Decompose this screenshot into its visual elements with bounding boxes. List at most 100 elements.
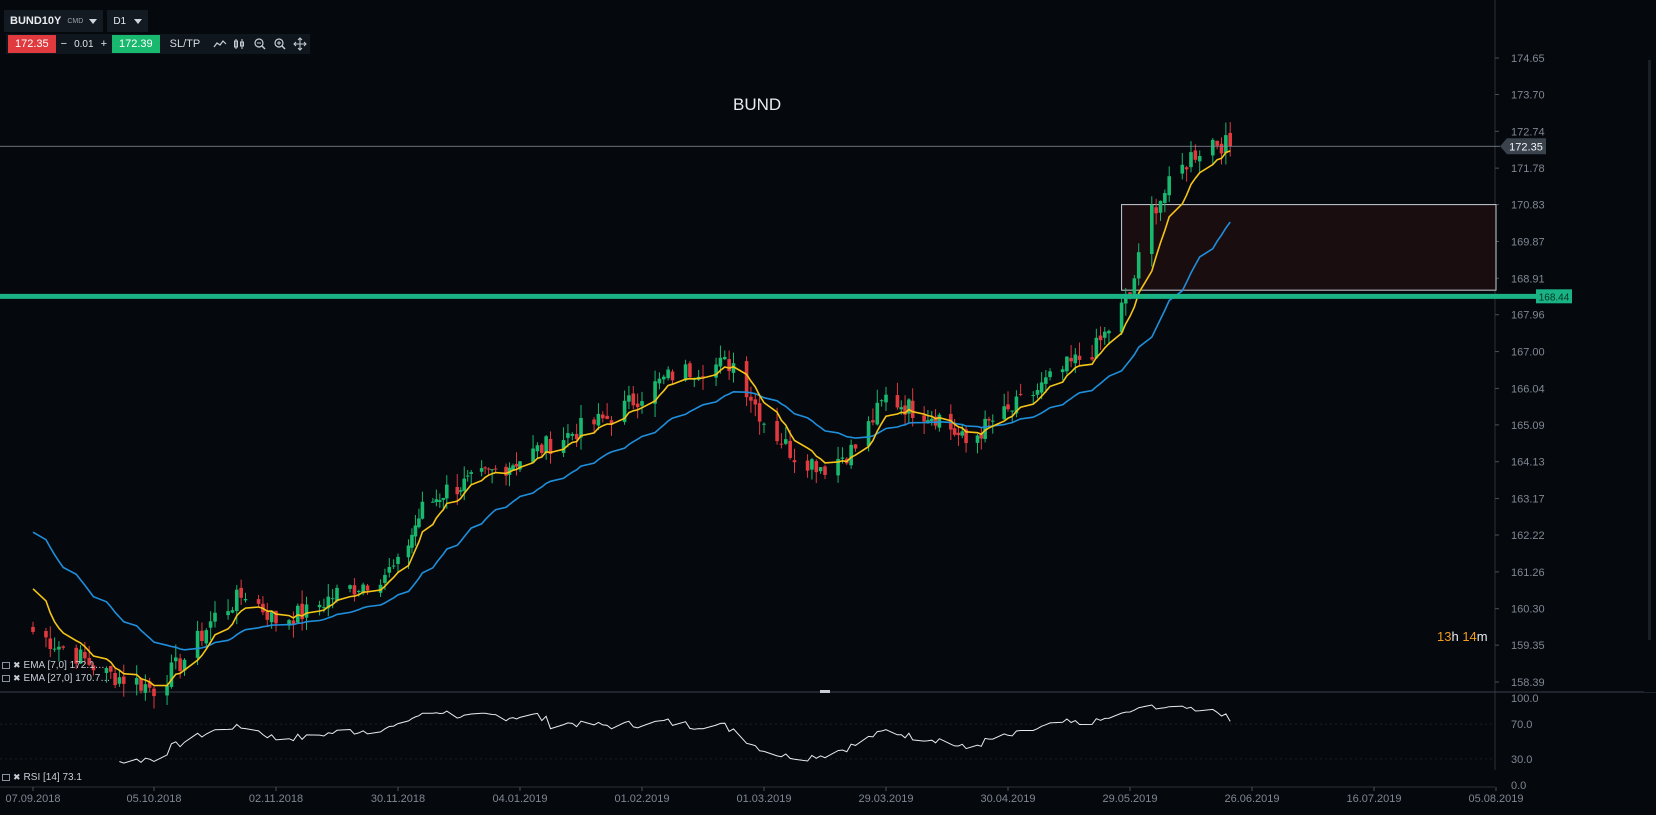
price-tick-label: 171.78 — [1511, 163, 1545, 175]
candle-body-up — [762, 423, 766, 425]
candle-body-up — [884, 394, 888, 403]
candle-body-up — [975, 435, 980, 443]
candle-body-up — [213, 612, 217, 622]
rsi-axis-label: 70.0 — [1511, 719, 1532, 731]
candle-body-down — [365, 585, 370, 591]
rsi-legend[interactable]: ✖ RSI [14] 73.1 — [2, 772, 82, 783]
candle-body-up — [960, 431, 965, 436]
candle-body-up — [544, 436, 548, 454]
candle-body-down — [753, 399, 758, 405]
zoom-in-icon[interactable] — [270, 35, 290, 53]
candle-body-down — [1069, 357, 1073, 362]
close-icon[interactable]: ✖ — [13, 772, 21, 782]
crosshair-move-icon[interactable] — [290, 35, 310, 53]
candle-body-down — [605, 415, 609, 420]
time-tick-label: 16.07.2019 — [1346, 793, 1401, 805]
zoom-out-icon[interactable] — [250, 35, 270, 53]
candle-body-down — [592, 419, 596, 425]
ema-slow-legend[interactable]: ✖ EMA [27,0] 170.7… — [2, 673, 110, 684]
time-axis[interactable]: 07.09.2018 05.10.2018 02.11.2018 30.11.2018… — [5, 787, 1524, 805]
price-tick-label: 173.70 — [1511, 89, 1545, 101]
symbol-selector[interactable]: BUND10Y CMD — [4, 10, 104, 32]
candle-body-down — [1154, 207, 1158, 214]
settings-icon[interactable] — [2, 774, 10, 781]
candle-body-up — [465, 475, 470, 477]
candle-body-up — [1035, 390, 1040, 395]
sltp-button[interactable]: SL/TP — [169, 38, 201, 50]
candle-body-down — [1228, 132, 1233, 147]
candle-body-up — [230, 610, 235, 613]
candle-body-down — [670, 371, 675, 381]
candle-body-down — [1219, 143, 1224, 154]
price-axis[interactable]: 174.65 173.70 172.74 171.78 170.83 169.87 168.… — [1495, 53, 1545, 689]
candle-body-up — [1010, 410, 1015, 412]
candles-icon[interactable] — [230, 35, 250, 53]
ema-fast-legend-label: EMA [7,0] 172.1… — [23, 660, 105, 671]
rsi-axis-label: 100.0 — [1511, 693, 1539, 705]
candle-body-up — [143, 684, 148, 693]
candle-body-up — [683, 364, 688, 381]
candle-body-down — [635, 403, 640, 408]
candle-body-up — [718, 357, 723, 367]
candle-body-up — [335, 587, 339, 601]
quantity-field[interactable]: 0.01 — [74, 38, 94, 50]
rsi-layer: 100.0 70.0 30.0 0.0 — [0, 693, 1539, 792]
candle-body-up — [182, 659, 187, 671]
time-tick-label: 29.05.2019 — [1102, 793, 1157, 805]
price-tick-label: 159.35 — [1511, 640, 1545, 652]
candle-body-down — [1215, 140, 1219, 146]
candle-body-up — [622, 400, 627, 422]
line-chart-icon[interactable] — [210, 35, 230, 53]
candle-body-up — [413, 525, 418, 537]
candle-body-up — [535, 445, 540, 452]
ema-layer — [32, 150, 1231, 687]
increase-quantity-button[interactable]: + — [100, 38, 107, 50]
candle-body-up — [479, 468, 484, 472]
candle-body-up — [1224, 135, 1228, 154]
decrease-quantity-button[interactable]: − — [60, 38, 68, 50]
candle-body-up — [378, 584, 383, 593]
candle-body-up — [1180, 164, 1185, 174]
buy-button[interactable]: 172.39 — [112, 35, 160, 53]
candle-body-down — [805, 460, 810, 471]
candle-body-up — [322, 607, 326, 609]
candle-body-down — [1128, 292, 1132, 294]
settings-icon[interactable] — [2, 675, 10, 682]
candle-body-up — [431, 501, 435, 503]
close-icon[interactable]: ✖ — [13, 660, 21, 670]
chevron-down-icon — [134, 18, 143, 24]
candle-body-down — [744, 361, 749, 398]
candle-body-up — [169, 662, 174, 687]
pane-resize-handle[interactable] — [820, 690, 830, 693]
supply-demand-zone — [1121, 204, 1497, 291]
candle-body-up — [490, 469, 494, 471]
ema-fast-legend[interactable]: ✖ EMA [7,0] 172.1… — [2, 660, 105, 671]
candle-body-down — [910, 400, 915, 418]
candle-body-down — [757, 403, 762, 422]
zone-layer — [1121, 204, 1497, 291]
timeframe-selector[interactable]: D1 — [107, 10, 149, 32]
settings-icon[interactable] — [2, 662, 10, 669]
candle-body-up — [866, 421, 871, 446]
close-icon[interactable]: ✖ — [13, 673, 21, 683]
candle-body-up — [579, 417, 583, 438]
candle-body-up — [445, 484, 449, 499]
candle-body-up — [173, 657, 178, 662]
candle-body-down — [1098, 335, 1103, 341]
candle-body-down — [239, 587, 243, 598]
sell-button[interactable]: 172.35 — [8, 35, 56, 53]
time-tick-label: 01.02.2019 — [614, 793, 669, 805]
candle-body-up — [1031, 395, 1036, 397]
candle-body-up — [117, 677, 122, 684]
candle-body-up — [810, 459, 814, 470]
candle-body-down — [788, 440, 792, 458]
candle-body-down — [493, 468, 498, 470]
candle-body-up — [104, 668, 109, 673]
candle-body-up — [1002, 406, 1006, 420]
candle-body-up — [657, 378, 662, 384]
time-tick-label: 02.11.2018 — [249, 793, 303, 805]
price-tick-label: 172.74 — [1511, 126, 1545, 138]
candle-body-down — [1090, 357, 1094, 360]
time-tick-label: 04.01.2019 — [492, 793, 547, 805]
